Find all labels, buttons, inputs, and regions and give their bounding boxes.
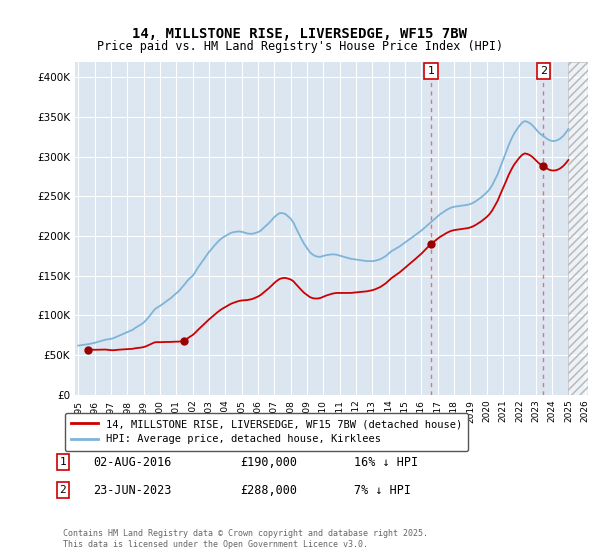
Text: 02-AUG-2016: 02-AUG-2016 (93, 455, 172, 469)
Text: 23-JUN-2023: 23-JUN-2023 (93, 483, 172, 497)
Text: 2: 2 (59, 485, 67, 495)
Text: 1: 1 (59, 457, 67, 467)
Text: 2: 2 (540, 66, 547, 76)
Bar (568, 62, 588, 395)
Text: 1: 1 (427, 66, 434, 76)
Text: 7% ↓ HPI: 7% ↓ HPI (354, 483, 411, 497)
Legend: 14, MILLSTONE RISE, LIVERSEDGE, WF15 7BW (detached house), HPI: Average price, d: 14, MILLSTONE RISE, LIVERSEDGE, WF15 7BW… (65, 413, 469, 451)
Text: £288,000: £288,000 (240, 483, 297, 497)
Bar (568, 62, 588, 395)
Text: Price paid vs. HM Land Registry's House Price Index (HPI): Price paid vs. HM Land Registry's House … (97, 40, 503, 53)
Text: 14, MILLSTONE RISE, LIVERSEDGE, WF15 7BW: 14, MILLSTONE RISE, LIVERSEDGE, WF15 7BW (133, 27, 467, 41)
Text: Contains HM Land Registry data © Crown copyright and database right 2025.
This d: Contains HM Land Registry data © Crown c… (63, 529, 428, 549)
Text: 16% ↓ HPI: 16% ↓ HPI (354, 455, 418, 469)
Text: £190,000: £190,000 (240, 455, 297, 469)
